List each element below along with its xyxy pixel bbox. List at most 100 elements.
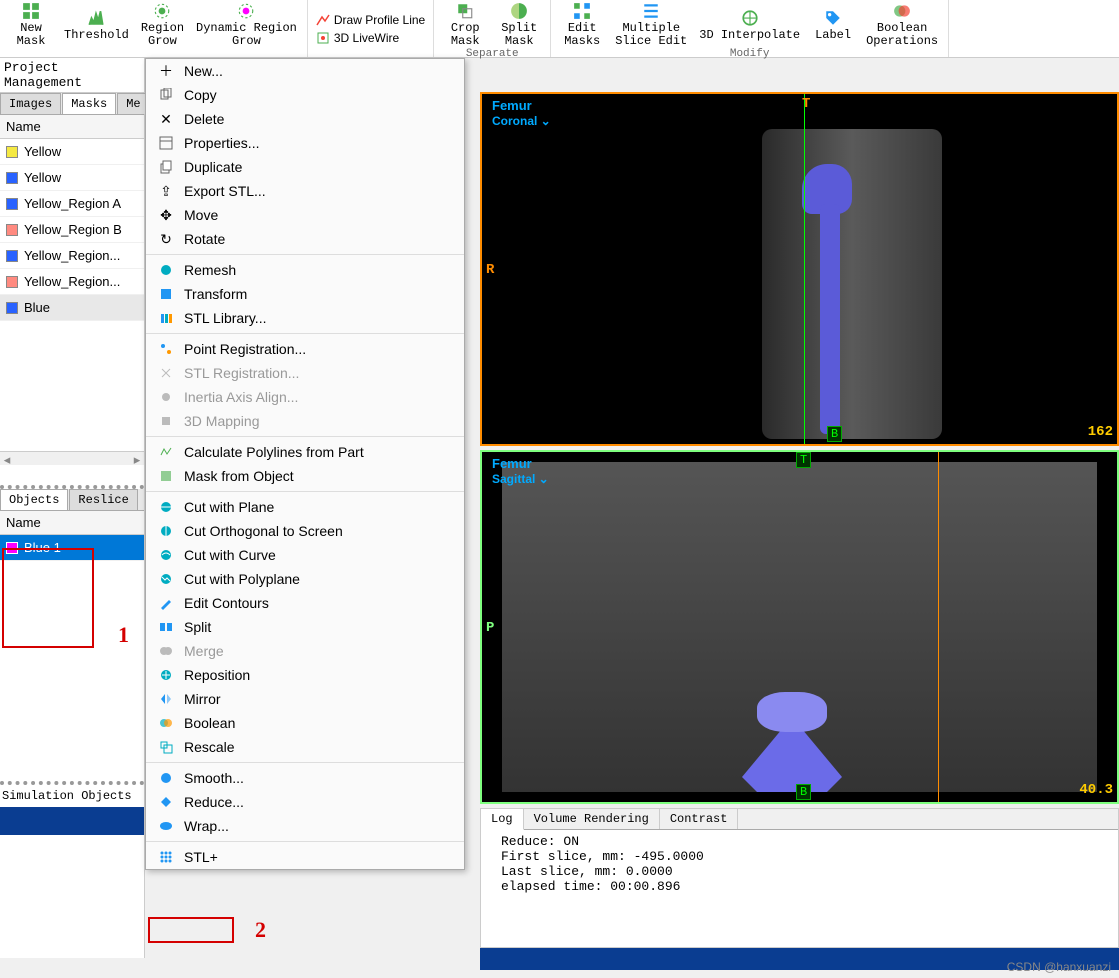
separator — [146, 491, 464, 492]
mask-label: Yellow_Region A — [24, 196, 121, 211]
ctx-duplicate[interactable]: Duplicate — [146, 155, 464, 179]
crosshair-vertical — [804, 94, 805, 444]
ctx-mask-from-obj[interactable]: Mask from Object — [146, 464, 464, 488]
multi-slice-label: Multiple Slice Edit — [615, 22, 687, 48]
tab-contrast[interactable]: Contrast — [660, 809, 739, 829]
coronal-dropdown[interactable]: Coronal ⌄ — [492, 114, 551, 128]
copy-icon — [158, 87, 174, 103]
cut-plane-icon — [158, 499, 174, 515]
plus-icon: ＋ — [158, 63, 174, 79]
ctx-rescale[interactable]: Rescale — [146, 735, 464, 759]
annotation-num-1: 1 — [118, 622, 129, 648]
separator — [146, 762, 464, 763]
mask-row[interactable]: Yellow_Region... — [0, 269, 144, 295]
tool-group-modify: Edit Masks Multiple Slice Edit 3D Interp… — [551, 0, 949, 57]
separator — [146, 436, 464, 437]
ctx-calc-poly[interactable]: Calculate Polylines from Part — [146, 440, 464, 464]
ctx-reduce[interactable]: Reduce... — [146, 790, 464, 814]
label-button[interactable]: Label — [806, 0, 860, 50]
mask-row[interactable]: Yellow_Region B — [0, 217, 144, 243]
ctx-properties[interactable]: Properties... — [146, 131, 464, 155]
ctx-reposition[interactable]: Reposition — [146, 663, 464, 687]
stl-plus-icon — [158, 849, 174, 865]
sagittal-dropdown[interactable]: Sagittal ⌄ — [492, 472, 549, 486]
threshold-button[interactable]: Threshold — [58, 0, 135, 50]
color-swatch — [6, 250, 18, 262]
mask-row[interactable]: Yellow — [0, 139, 144, 165]
ctx-mirror[interactable]: Mirror — [146, 687, 464, 711]
tab-images[interactable]: Images — [0, 93, 61, 114]
draw-profile-button[interactable]: Draw Profile Line — [312, 11, 429, 29]
new-mask-label: New Mask — [17, 22, 46, 48]
tab-reslice[interactable]: Reslice — [69, 489, 137, 510]
ctx-cut-curve[interactable]: Cut with Curve — [146, 543, 464, 567]
tab-objects[interactable]: Objects — [0, 489, 68, 510]
ctx-point-reg[interactable]: Point Registration... — [146, 337, 464, 361]
h-scrollbar[interactable]: ◂▸ — [0, 451, 144, 465]
livewire-button[interactable]: 3D LiveWire — [312, 29, 403, 47]
tool-group-profile: Draw Profile Line 3D LiveWire — [308, 0, 434, 57]
reduce-icon — [158, 794, 174, 810]
separator — [146, 333, 464, 334]
watermark: CSDN @hanxuanzi — [1007, 960, 1111, 974]
mask-row[interactable]: Yellow_Region A — [0, 191, 144, 217]
mask-row[interactable]: Blue — [0, 295, 144, 321]
ctx-cut-ortho[interactable]: Cut Orthogonal to Screen — [146, 519, 464, 543]
ctx-remesh[interactable]: Remesh — [146, 258, 464, 282]
ctx-rotate[interactable]: ↻Rotate — [146, 227, 464, 251]
objects-tabs: Objects Reslice — [0, 489, 144, 511]
tab-masks[interactable]: Masks — [62, 93, 116, 114]
ctx-stl-plus[interactable]: STL+ — [146, 845, 464, 869]
ctx-stl-library[interactable]: STL Library... — [146, 306, 464, 330]
interp3d-button[interactable]: 3D Interpolate — [693, 0, 806, 50]
split-mask-button[interactable]: Split Mask — [492, 0, 546, 50]
ctx-smooth[interactable]: Smooth... — [146, 766, 464, 790]
new-mask-button[interactable]: New Mask — [4, 0, 58, 50]
coronal-title: Femur Coronal ⌄ — [492, 98, 551, 129]
ctx-wrap[interactable]: Wrap... — [146, 814, 464, 838]
color-swatch — [6, 146, 18, 158]
crop-mask-label: Crop Mask — [451, 22, 480, 48]
orient-left: P — [486, 620, 494, 636]
color-swatch — [6, 172, 18, 184]
ctx-split[interactable]: Split — [146, 615, 464, 639]
edit-masks-button[interactable]: Edit Masks — [555, 0, 609, 50]
crop-mask-button[interactable]: Crop Mask — [438, 0, 492, 50]
ctx-delete[interactable]: ✕Delete — [146, 107, 464, 131]
multi-slice-button[interactable]: Multiple Slice Edit — [609, 0, 693, 50]
rescale-icon — [158, 739, 174, 755]
color-swatch — [6, 224, 18, 236]
mask-row[interactable]: Yellow_Region... — [0, 243, 144, 269]
coronal-viewport[interactable]: Femur Coronal ⌄ T R B 162 — [480, 92, 1119, 446]
orient-bottom: B — [827, 426, 842, 442]
ctx-export-stl[interactable]: ⇪Export STL... — [146, 179, 464, 203]
mask-label: Yellow_Region B — [24, 222, 122, 237]
ctx-cut-polyplane[interactable]: Cut with Polyplane — [146, 567, 464, 591]
boolean-ops-button[interactable]: Boolean Operations — [860, 0, 944, 50]
region-grow-button[interactable]: Region Grow — [135, 0, 190, 50]
ctx-new[interactable]: ＋New... — [146, 59, 464, 83]
sagittal-viewport[interactable]: Femur Sagittal ⌄ T P B 40.3 — [480, 450, 1119, 804]
coronal-readout: 162 — [1088, 424, 1113, 440]
ctx-edit-contours[interactable]: Edit Contours — [146, 591, 464, 615]
mask-row[interactable]: Yellow — [0, 165, 144, 191]
delete-icon: ✕ — [158, 111, 174, 127]
rotate-icon: ↻ — [158, 231, 174, 247]
object-row[interactable]: Blue 1 — [0, 535, 144, 561]
dynamic-region-grow-button[interactable]: Dynamic Region Grow — [190, 0, 303, 50]
library-icon — [158, 310, 174, 326]
orient-bottom: B — [796, 784, 811, 800]
ctx-3d-mapping: 3D Mapping — [146, 409, 464, 433]
ctx-cut-plane[interactable]: Cut with Plane — [146, 495, 464, 519]
objects-name-header: Name — [0, 511, 144, 535]
mask-label: Blue — [24, 300, 50, 315]
ctx-copy[interactable]: Copy — [146, 83, 464, 107]
ctx-boolean[interactable]: Boolean — [146, 711, 464, 735]
tab-volume-rendering[interactable]: Volume Rendering — [524, 809, 660, 829]
ctx-move[interactable]: ✥Move — [146, 203, 464, 227]
mask-label: Yellow_Region... — [24, 248, 120, 263]
mask-icon — [158, 468, 174, 484]
tab-log[interactable]: Log — [481, 809, 524, 830]
ctx-transform[interactable]: Transform — [146, 282, 464, 306]
mask-label: Yellow_Region... — [24, 274, 120, 289]
